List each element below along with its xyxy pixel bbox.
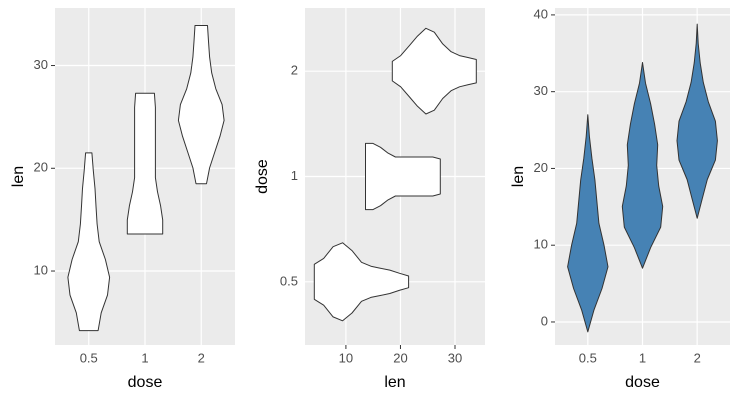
y-tick-label: 2 xyxy=(291,63,298,78)
x-tick-label: 2 xyxy=(198,350,205,365)
violin xyxy=(365,142,441,211)
x-tick-label: 10 xyxy=(339,350,353,365)
x-tick-label: 1 xyxy=(141,350,148,365)
x-tick-label: 0.5 xyxy=(80,350,98,365)
y-tick-label: 20 xyxy=(534,160,548,175)
y-axis-title: len xyxy=(10,166,27,187)
x-tick-label: 2 xyxy=(694,350,701,365)
violin xyxy=(391,27,477,115)
y-tick-label: 0 xyxy=(541,313,548,328)
y-tick-label: 30 xyxy=(34,57,48,72)
y-tick-label: 10 xyxy=(534,237,548,252)
violin xyxy=(126,92,164,235)
x-tick-label: 0.5 xyxy=(579,350,597,365)
y-tick-label: 0.5 xyxy=(280,273,298,288)
x-axis-title: len xyxy=(384,374,405,391)
violin xyxy=(177,25,225,185)
violin xyxy=(67,152,111,332)
violin xyxy=(313,242,410,322)
x-axis-title: dose xyxy=(128,374,163,391)
violin xyxy=(621,62,664,269)
y-axis-title: dose xyxy=(254,159,271,194)
x-tick-label: 20 xyxy=(393,350,407,365)
y-tick-label: 10 xyxy=(34,262,48,277)
x-tick-label: 30 xyxy=(448,350,462,365)
x-axis-title: dose xyxy=(625,374,660,391)
y-tick-label: 40 xyxy=(534,6,548,21)
y-axis-title: len xyxy=(510,166,527,187)
y-tick-label: 20 xyxy=(34,160,48,175)
y-tick-label: 30 xyxy=(534,83,548,98)
violin xyxy=(676,23,718,219)
violin xyxy=(567,114,609,333)
x-tick-label: 1 xyxy=(639,350,646,365)
y-tick-label: 1 xyxy=(291,168,298,183)
